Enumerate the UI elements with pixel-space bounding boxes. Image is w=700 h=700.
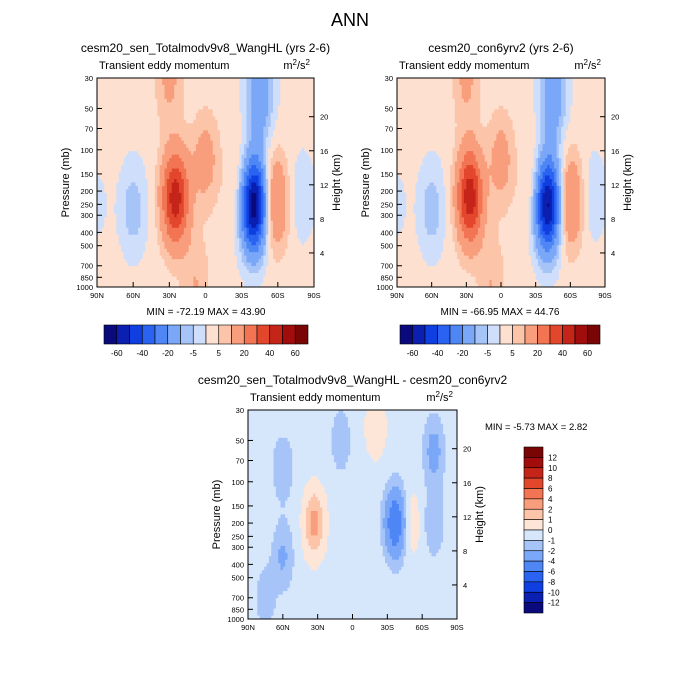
panel-subtitle: Transient eddy momentum xyxy=(99,60,229,72)
units-label: m2/s2 xyxy=(283,58,310,72)
panel-title: cesm20_sen_Totalmodv9v8_WangHL (yrs 2-6) xyxy=(81,41,330,55)
contour-field xyxy=(97,78,314,287)
